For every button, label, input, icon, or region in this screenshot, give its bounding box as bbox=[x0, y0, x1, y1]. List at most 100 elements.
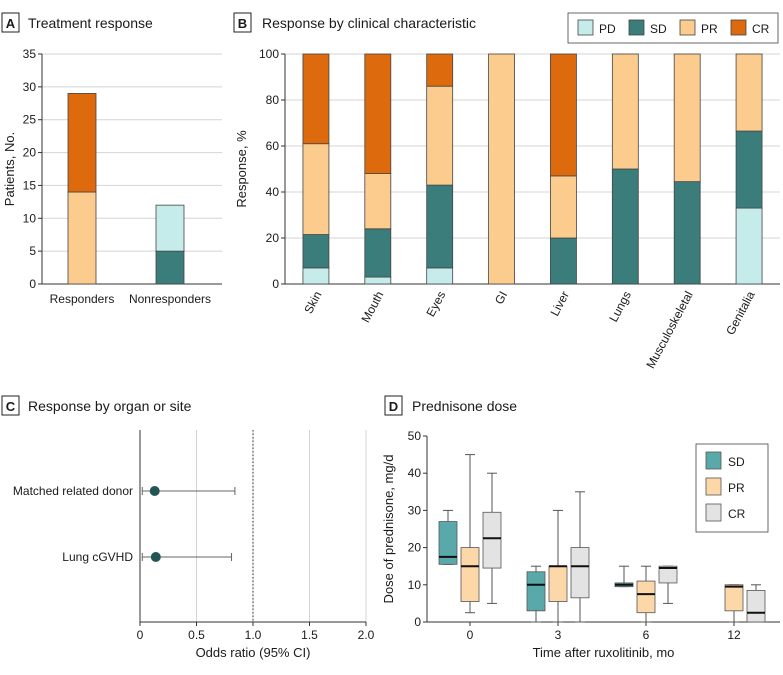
panel-d-letter: D bbox=[389, 399, 398, 414]
legend-label: PD bbox=[599, 22, 616, 36]
legend-label: CR bbox=[752, 22, 770, 36]
legend-swatch-sd bbox=[705, 451, 722, 470]
bar-eyes-cr bbox=[426, 53, 454, 87]
panel-a-letter-box bbox=[1, 12, 20, 33]
x-tick-label: Lungs bbox=[606, 289, 634, 324]
legend-swatch-pd bbox=[577, 19, 594, 36]
y-tick-label: 100 bbox=[259, 47, 279, 61]
box-sd-month-0 bbox=[438, 509, 458, 565]
panel-c-letter: C bbox=[6, 399, 16, 414]
x-tick-label: Skin bbox=[301, 289, 324, 316]
bar-mouth-sd bbox=[364, 228, 392, 278]
box-cr-month-6 bbox=[658, 565, 678, 604]
box-sd-month-3 bbox=[526, 565, 546, 623]
y-tick-label: 20 bbox=[408, 541, 422, 555]
bar-eyes-sd bbox=[426, 184, 454, 269]
x-tick-label: Eyes bbox=[423, 289, 448, 319]
legend-swatch-pr bbox=[679, 19, 696, 36]
legend-label: PR bbox=[701, 22, 718, 36]
iqr-box bbox=[636, 580, 656, 614]
panel-b-title: Response by clinical characteristic bbox=[262, 15, 476, 31]
legend-swatch-cr bbox=[730, 19, 747, 36]
y-tick-label: 80 bbox=[266, 93, 280, 107]
iqr-box bbox=[438, 521, 458, 565]
x-tick-label: 1.5 bbox=[301, 628, 318, 642]
panel-b-header: B Response by clinical characteristic bbox=[233, 12, 476, 33]
y-tick-label: 50 bbox=[408, 429, 422, 443]
bar-eyes-pr bbox=[426, 85, 454, 186]
bar-mouth-pd bbox=[364, 276, 392, 285]
y-axis-label: Response, % bbox=[234, 130, 249, 208]
legend-swatch-pr bbox=[705, 477, 722, 496]
x-tick-label: 2.0 bbox=[358, 628, 375, 642]
y-tick-label: 5 bbox=[29, 244, 36, 258]
bar-liver-pr bbox=[550, 175, 577, 239]
legend: PD SD PR CR bbox=[567, 12, 779, 44]
panel-b-letter-box bbox=[233, 12, 252, 33]
y-tick-label: 0 bbox=[29, 277, 36, 291]
y-tick-label: 15 bbox=[23, 178, 37, 192]
bar-gi-pr bbox=[488, 53, 515, 285]
bar-genitalia-pd bbox=[735, 207, 763, 285]
panel-a-title: Treatment response bbox=[28, 15, 153, 31]
panel-c-letter-box bbox=[1, 395, 20, 416]
bar-nonresponders-pd bbox=[155, 204, 185, 252]
box-pr-month-12 bbox=[724, 584, 744, 623]
box-sd-month-6 bbox=[614, 565, 634, 588]
bar-mouth-pr bbox=[364, 173, 392, 230]
x-axis-label: Odds ratio (95% CI) bbox=[196, 645, 311, 660]
bar-musculoskeletal-pr bbox=[673, 53, 701, 183]
panel-b-chart: 0 20 40 60 80 100 Skin Mouth Eyes GI Liver Lungs Mus… bbox=[234, 12, 780, 371]
panel-c-title: Response by organ or site bbox=[28, 398, 192, 414]
x-tick-label: GI bbox=[492, 289, 510, 307]
bar-responders-pr bbox=[67, 191, 97, 285]
x-tick-label: 12 bbox=[727, 628, 741, 642]
box-pr-month-6 bbox=[636, 565, 656, 623]
bar-mouth-cr bbox=[364, 53, 392, 174]
panel-c-chart: 0 0.5 1.0 1.5 2.0 Matched related donor Lung c… bbox=[13, 430, 375, 660]
x-tick-label: 3 bbox=[555, 628, 562, 642]
box-cr-month-3 bbox=[570, 491, 590, 623]
box-cr-month-0 bbox=[482, 472, 502, 604]
y-tick-label: 20 bbox=[266, 231, 280, 245]
x-tick-label: Responders bbox=[50, 292, 115, 306]
bar-responders-cr bbox=[67, 93, 97, 193]
bar-lungs-sd bbox=[611, 168, 639, 285]
panel-a-letter: A bbox=[6, 16, 16, 31]
bar-liver-cr bbox=[550, 53, 577, 177]
legend-swatch-sd bbox=[628, 19, 645, 36]
y-tick-label: 0 bbox=[414, 615, 421, 629]
y-axis-label: Patients, No. bbox=[2, 132, 17, 206]
bar-genitalia-sd bbox=[735, 130, 763, 209]
x-tick-label: Mouth bbox=[358, 289, 386, 325]
iqr-box bbox=[460, 547, 480, 602]
y-axis-label: Dose of prednisone, mg/d bbox=[381, 455, 396, 604]
x-tick-label: Liver bbox=[548, 289, 573, 319]
x-tick-label: 0 bbox=[467, 628, 474, 642]
x-tick-label: Genitalia bbox=[723, 289, 758, 338]
box-pr-month-3 bbox=[548, 509, 568, 623]
iqr-box bbox=[724, 584, 744, 612]
panel-d-title: Prednisone dose bbox=[412, 398, 517, 414]
bar-skin-sd bbox=[302, 234, 330, 269]
bar-skin-pd bbox=[302, 267, 330, 285]
y-tick-label: 0 bbox=[272, 277, 279, 291]
bar-skin-cr bbox=[302, 53, 330, 145]
legend: SD PR CR bbox=[695, 443, 769, 533]
y-tick-label: 35 bbox=[23, 47, 37, 61]
box-pr-month-0 bbox=[460, 454, 480, 614]
bar-musculoskeletal-sd bbox=[673, 181, 701, 285]
y-tick-label: 10 bbox=[23, 211, 37, 225]
panel-d-header: D Prednisone dose bbox=[384, 395, 517, 416]
bar-liver-sd bbox=[550, 237, 577, 285]
panel-a-chart: 0 5 10 15 20 25 30 35 Responders Nonresponders Pat… bbox=[2, 47, 222, 306]
bar-lungs-pr bbox=[611, 53, 639, 170]
iqr-box bbox=[482, 511, 502, 569]
legend-swatch-cr bbox=[705, 503, 722, 522]
iqr-box bbox=[526, 571, 546, 612]
iqr-box bbox=[548, 565, 568, 602]
x-tick-label: Nonresponders bbox=[129, 292, 211, 306]
y-tick-label: 20 bbox=[23, 146, 37, 160]
x-tick-label: Musculoskeletal bbox=[643, 289, 695, 371]
